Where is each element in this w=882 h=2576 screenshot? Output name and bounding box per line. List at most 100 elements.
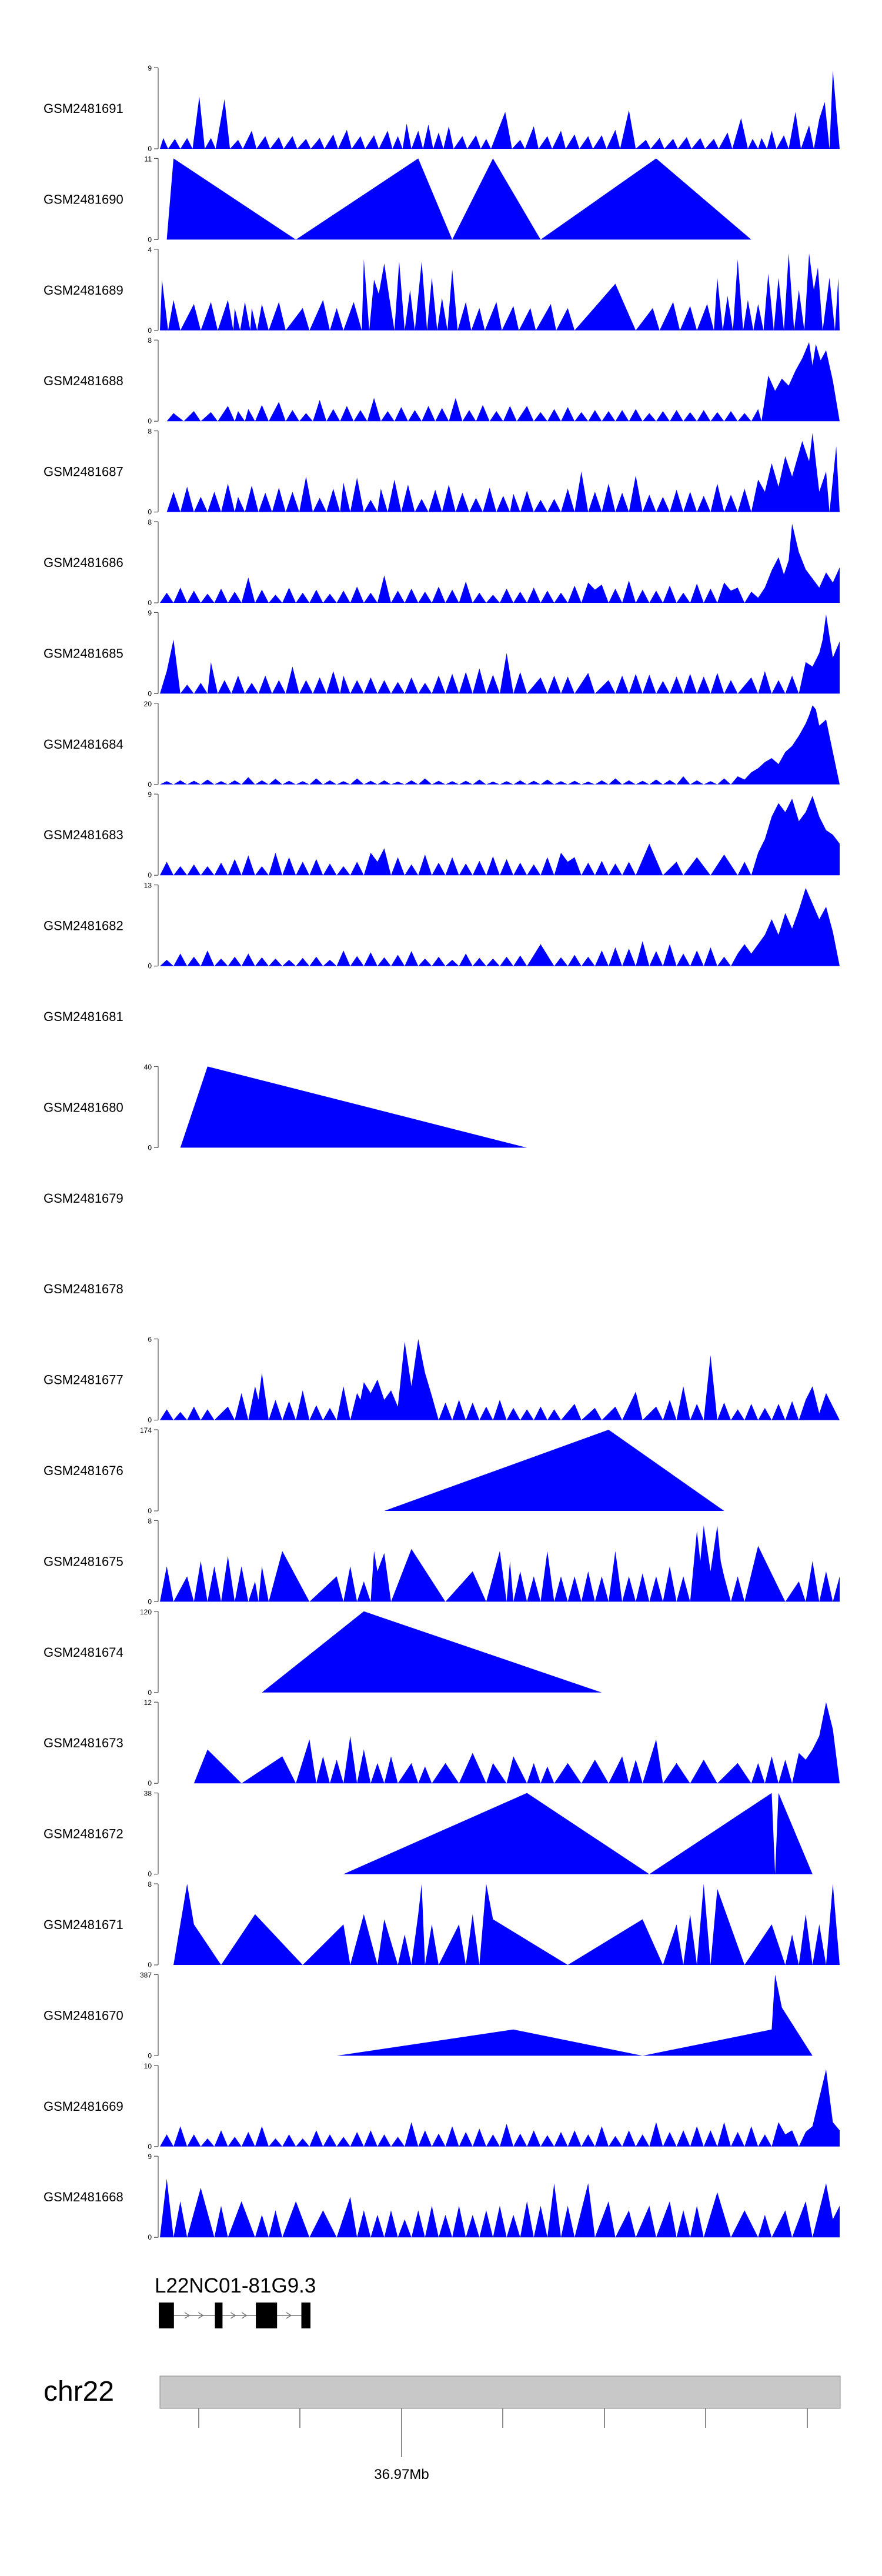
track-GSM2481689: GSM2481689 4 0	[44, 246, 840, 335]
y-axis-max-label: 174	[140, 1426, 152, 1434]
coverage-area	[166, 158, 751, 240]
track-GSM2481686: GSM2481686 8 0	[44, 518, 840, 607]
y-axis-zero-label: 0	[148, 1143, 152, 1152]
y-axis-zero-label: 0	[148, 1870, 152, 1878]
track-label: GSM2481681	[44, 1009, 123, 1024]
y-axis-zero-label: 0	[148, 1416, 152, 1424]
track-label: GSM2481684	[44, 737, 123, 752]
track-GSM2481670: GSM2481670 387 0	[44, 1971, 813, 2060]
y-axis-max-label: 40	[144, 1063, 152, 1071]
y-axis-zero-label: 0	[148, 1597, 152, 1606]
gene-name-label: L22NC01-81G9.3	[155, 2274, 316, 2297]
track-GSM2481672: GSM2481672 38 0	[44, 1790, 813, 1878]
gene-exon	[256, 2303, 278, 2328]
gene-exon	[215, 2303, 223, 2328]
y-axis-zero-label: 0	[148, 780, 152, 789]
coverage-area	[160, 1339, 840, 1420]
track-GSM2481685: GSM2481685 9 0	[44, 609, 840, 698]
chromosome-label: chr22	[44, 2376, 114, 2407]
y-axis-max-label: 4	[148, 246, 152, 254]
y-axis-zero-label: 0	[148, 235, 152, 243]
track-GSM2481682: GSM2481682 13 0	[44, 882, 840, 970]
track-label: GSM2481671	[44, 1917, 123, 1932]
gene-exon	[301, 2303, 310, 2328]
y-axis-zero-label: 0	[148, 145, 152, 153]
track-GSM2481674: GSM2481674 120 0	[44, 1608, 602, 1697]
track-label: GSM2481678	[44, 1282, 123, 1296]
coverage-tracks: GSM248169190GSM2481690110GSM248168940GSM…	[44, 64, 840, 2241]
coverage-area	[336, 1974, 813, 2056]
y-axis-zero-label: 0	[148, 2143, 152, 2151]
coverage-area	[160, 523, 840, 603]
track-label: GSM2481691	[44, 101, 123, 116]
track-label: GSM2481679	[44, 1191, 123, 1206]
y-axis-zero-label: 0	[148, 417, 152, 425]
y-axis-zero-label: 0	[148, 1507, 152, 1515]
y-axis-max-label: 120	[140, 1608, 152, 1616]
coverage-area	[160, 2178, 840, 2238]
coverage-area	[160, 253, 840, 331]
y-axis-max-label: 9	[148, 609, 152, 617]
track-GSM2481676: GSM2481676 174 0	[44, 1426, 724, 1515]
y-axis-max-label: 20	[144, 700, 152, 708]
gene-exon	[159, 2303, 174, 2328]
y-axis-zero-label: 0	[148, 871, 152, 879]
coverage-area	[173, 1884, 840, 1965]
coverage-area	[384, 1430, 724, 1511]
chromosome-axis: chr22 36.97Mb	[44, 2375, 841, 2482]
coverage-area	[160, 1526, 840, 1602]
track-label: GSM2481680	[44, 1100, 123, 1115]
y-axis-zero-label: 0	[148, 2233, 152, 2241]
y-axis-max-label: 387	[140, 1971, 152, 1979]
y-axis-max-label: 8	[148, 1517, 152, 1525]
track-GSM2481688: GSM2481688 8 0	[44, 336, 840, 425]
y-axis-zero-label: 0	[148, 326, 152, 335]
y-axis-max-label: 8	[148, 518, 152, 526]
y-axis-max-label: 9	[148, 2153, 152, 2161]
track-label: GSM2481682	[44, 919, 123, 933]
strand-arrow	[241, 2312, 248, 2319]
track-GSM2481681: GSM2481681	[44, 1009, 123, 1024]
y-axis-max-label: 13	[144, 882, 152, 890]
track-GSM2481680: GSM2481680 40 0	[44, 1063, 527, 1152]
y-axis-max-label: 12	[144, 1699, 152, 1707]
coverage-area	[180, 1066, 527, 1148]
track-label: GSM2481677	[44, 1373, 123, 1387]
track-GSM2481690: GSM2481690 11 0	[44, 155, 751, 243]
y-axis-max-label: 9	[148, 64, 152, 72]
track-label: GSM2481670	[44, 2008, 123, 2023]
track-label: GSM2481688	[44, 373, 123, 388]
coverage-area	[160, 796, 840, 876]
y-axis-zero-label: 0	[148, 508, 152, 516]
track-GSM2481675: GSM2481675 8 0	[44, 1517, 840, 1606]
coverage-area	[343, 1793, 813, 1874]
track-GSM2481673: GSM2481673 12 0	[44, 1699, 840, 1787]
y-axis-max-label: 8	[148, 1880, 152, 1888]
track-label: GSM2481690	[44, 192, 123, 206]
track-label: GSM2481686	[44, 555, 123, 570]
coverage-area	[160, 614, 840, 694]
coverage-area	[160, 705, 840, 785]
track-label: GSM2481668	[44, 2190, 123, 2204]
coverage-area	[262, 1611, 602, 1693]
track-label: GSM2481673	[44, 1736, 123, 1750]
coverage-area	[160, 70, 840, 149]
strand-arrow	[230, 2312, 236, 2319]
track-GSM2481679: GSM2481679	[44, 1191, 123, 1206]
strand-arrow	[198, 2312, 204, 2319]
track-label: GSM2481687	[44, 465, 123, 479]
track-label: GSM2481672	[44, 1827, 123, 1841]
y-axis-zero-label: 0	[148, 962, 152, 970]
track-GSM2481671: GSM2481671 8 0	[44, 1880, 840, 1969]
y-axis-zero-label: 0	[148, 1961, 152, 1969]
ideogram-bar	[159, 2375, 841, 2409]
y-axis-max-label: 10	[144, 2062, 152, 2070]
coverage-area	[166, 342, 840, 422]
track-label: GSM2481676	[44, 1463, 123, 1478]
axis-ticks	[198, 2408, 808, 2457]
track-label: GSM2481675	[44, 1554, 123, 1569]
coverage-area	[193, 1702, 840, 1784]
gene-model	[159, 2303, 310, 2328]
y-axis-max-label: 6	[148, 1336, 152, 1344]
